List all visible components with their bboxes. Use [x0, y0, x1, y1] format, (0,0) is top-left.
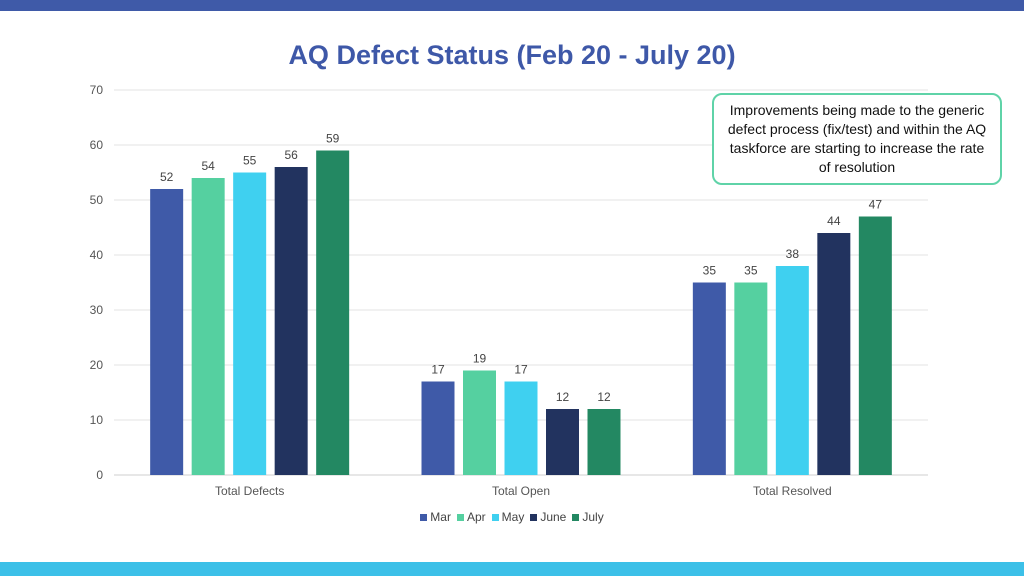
y-tick-label: 60 — [90, 138, 104, 152]
top-accent-bar — [0, 0, 1024, 11]
bar — [233, 172, 267, 475]
bar — [150, 189, 184, 475]
legend-item: July — [572, 510, 604, 524]
data-label: 12 — [556, 390, 570, 404]
bar — [316, 150, 350, 475]
data-label: 59 — [326, 132, 340, 146]
bar — [421, 381, 455, 475]
bar — [274, 167, 308, 475]
bottom-accent-bar — [0, 562, 1024, 576]
x-category-label: Total Defects — [215, 484, 284, 498]
y-tick-label: 30 — [90, 303, 104, 317]
y-tick-label: 20 — [90, 358, 104, 372]
legend-item: Apr — [456, 510, 486, 524]
bar — [463, 370, 496, 475]
bar — [546, 409, 579, 475]
data-label: 12 — [597, 390, 611, 404]
bar — [858, 216, 892, 475]
y-tick-label: 70 — [90, 83, 104, 97]
legend-swatch — [530, 513, 538, 521]
legend-item: June — [530, 510, 566, 524]
data-label: 47 — [869, 198, 883, 212]
bar — [692, 282, 726, 475]
chart-legend: Mar Apr May June July — [0, 510, 1024, 524]
data-label: 44 — [827, 214, 841, 228]
bar — [191, 178, 225, 475]
legend-swatch — [491, 513, 499, 521]
data-label: 17 — [431, 363, 445, 377]
legend-item: May — [491, 510, 525, 524]
bar — [775, 266, 809, 475]
bar — [817, 233, 851, 475]
x-category-label: Total Resolved — [753, 484, 832, 498]
chart-title: AQ Defect Status (Feb 20 - July 20) — [288, 40, 736, 70]
data-label: 17 — [514, 363, 528, 377]
data-label: 35 — [744, 264, 758, 278]
legend-label: May — [501, 510, 525, 524]
legend-label: June — [540, 510, 567, 524]
legend-swatch — [572, 513, 580, 521]
x-category-label: Total Open — [492, 484, 550, 498]
bar — [504, 381, 538, 475]
data-label: 38 — [786, 247, 800, 261]
y-tick-label: 10 — [90, 413, 104, 427]
data-label: 54 — [201, 159, 215, 173]
data-label: 52 — [160, 170, 174, 184]
legend-label: Mar — [430, 510, 451, 524]
legend-swatch — [456, 513, 464, 521]
bar — [734, 282, 768, 475]
data-label: 56 — [284, 148, 298, 162]
data-label: 55 — [243, 154, 257, 168]
y-tick-label: 0 — [96, 468, 103, 482]
legend-item: Mar — [420, 510, 451, 524]
y-tick-label: 50 — [90, 193, 104, 207]
legend-swatch — [420, 513, 428, 521]
bar — [587, 409, 621, 475]
y-tick-label: 40 — [90, 248, 104, 262]
data-label: 35 — [703, 264, 717, 278]
annotation-callout: Improvements being made to the generic d… — [712, 93, 1002, 185]
legend-label: July — [582, 510, 604, 524]
data-label: 19 — [473, 352, 487, 366]
legend-label: Apr — [466, 510, 486, 524]
